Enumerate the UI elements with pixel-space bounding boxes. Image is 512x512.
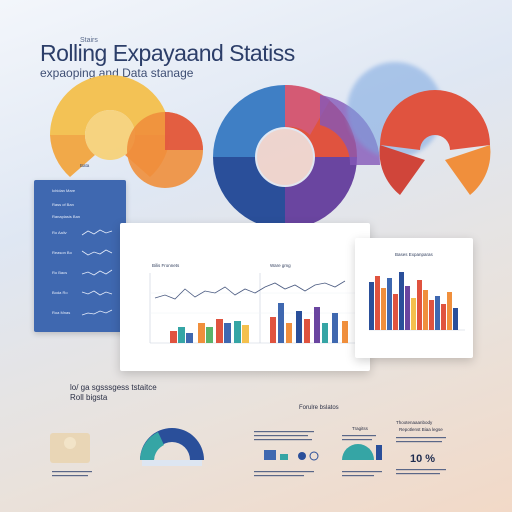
sparkline-icon [81,249,113,256]
mini-right-heading-2: Repotlenst Biaa legse [399,427,443,432]
side-row-5[interactable]: Roa Mnas [48,308,118,318]
mini-right-heading-1: Thootenaaanbody [396,420,433,425]
sparkline-icon [81,229,113,236]
mini-mid-heading: Tragitss [352,426,368,431]
side-row-3[interactable]: Ro Bacs [48,268,118,278]
page-subtitle: expaoping and Data stanage [40,66,194,80]
mini-widget-2 [342,444,382,460]
side-label-2: Rass of Ban [52,202,74,207]
percent-stat: 10 % [410,453,436,465]
bottom-widgets [50,428,446,477]
bar-group-left [170,319,249,343]
side-label-1: Ichidan Mare [52,188,76,193]
page-title: Rolling Expayaand Statiss [40,40,295,66]
right-card-heading: Bases Expanparas [395,252,433,257]
bar-group-right [270,303,348,343]
donut-charts-illustration: Bata [50,62,491,229]
right-dashboard-card: Bases Expanparas [355,238,473,358]
bottom-center-caption: Forulre bslatos [299,405,339,411]
main-dashboard-card: Bilis Fronnets Ware gmg [120,223,370,371]
sparkline-icon [81,269,113,276]
title-prefix: Stairs [80,37,98,44]
side-row-4[interactable]: Boda Ro [48,288,118,298]
main-card-mid-heading: Ware gmg [270,263,291,268]
side-label-3: Ranaplasis Ban [52,214,81,219]
right-chart [369,272,465,331]
donut-caption: Bata [80,163,90,168]
sparkline-icon [81,309,113,316]
side-panel: Ichidan Mare Rass of Ban Ranaplasis Ban … [34,180,126,332]
bottom-left-line1: lo/ ga sgsssgess tstaitce [70,383,157,392]
main-card-heading: Bilis Fronnets [152,263,180,268]
mini-widget-1 [264,450,319,461]
right-bars [369,272,458,330]
sparkline-icon [81,290,113,296]
center-donut [213,84,357,229]
bottom-left-caption: lo/ ga sgsssgess tstaitce Roll bigsta [70,383,157,402]
bottom-left-line2: Roll bigsta [70,393,108,402]
main-chart [149,273,360,344]
gauge-widget [140,428,204,466]
side-row-2[interactable]: Reason Bo [48,248,118,258]
side-row-1[interactable]: Ro Aaliv [48,228,118,238]
right-donut [379,90,491,195]
